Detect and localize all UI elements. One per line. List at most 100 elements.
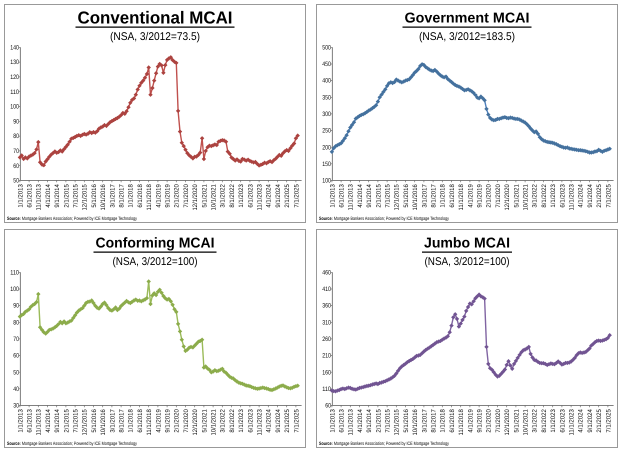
svg-text:2/1/2020: 2/1/2020 bbox=[485, 183, 492, 207]
svg-text:210: 210 bbox=[322, 353, 331, 360]
svg-text:7/1/2025: 7/1/2025 bbox=[605, 409, 612, 433]
svg-text:8/1/2022: 8/1/2022 bbox=[229, 409, 236, 433]
svg-text:12/1/2020: 12/1/2020 bbox=[192, 409, 199, 436]
svg-text:10/1/2016: 10/1/2016 bbox=[100, 409, 107, 436]
svg-text:30: 30 bbox=[13, 403, 19, 410]
svg-text:4/1/2014: 4/1/2014 bbox=[356, 409, 363, 433]
svg-text:8/1/2017: 8/1/2017 bbox=[119, 409, 126, 433]
svg-text:Source: Mortgage Bankers Assoc: Source: Mortgage Bankers Association; Po… bbox=[7, 215, 137, 221]
svg-text:9/1/2024: 9/1/2024 bbox=[275, 183, 282, 207]
svg-text:8/1/2017: 8/1/2017 bbox=[430, 183, 437, 207]
svg-text:(NSA, 3/2012=100): (NSA, 3/2012=100) bbox=[113, 256, 198, 268]
svg-text:1/1/2013: 1/1/2013 bbox=[329, 409, 336, 433]
svg-text:8/1/2017: 8/1/2017 bbox=[430, 409, 437, 433]
svg-text:9/1/2014: 9/1/2014 bbox=[366, 409, 373, 433]
svg-text:7/1/2025: 7/1/2025 bbox=[605, 183, 612, 207]
svg-text:4/1/2014: 4/1/2014 bbox=[45, 409, 52, 433]
svg-text:4/1/2024: 4/1/2024 bbox=[577, 183, 584, 207]
svg-text:110: 110 bbox=[322, 386, 331, 393]
svg-text:1/1/2018: 1/1/2018 bbox=[439, 183, 446, 207]
svg-text:500: 500 bbox=[322, 44, 331, 51]
svg-text:130: 130 bbox=[10, 59, 19, 66]
svg-text:8/1/2017: 8/1/2017 bbox=[119, 183, 126, 207]
svg-text:10/1/2016: 10/1/2016 bbox=[100, 183, 107, 210]
svg-text:9/1/2024: 9/1/2024 bbox=[275, 409, 282, 433]
svg-text:(NSA, 3/2012=183.5): (NSA, 3/2012=183.5) bbox=[419, 30, 515, 42]
svg-text:Source: Mortgage Bankers Assoc: Source: Mortgage Bankers Association; Po… bbox=[319, 215, 449, 221]
svg-text:Source: Mortgage Bankers Assoc: Source: Mortgage Bankers Association; Po… bbox=[7, 441, 137, 447]
svg-text:7/1/2015: 7/1/2015 bbox=[384, 409, 391, 433]
svg-text:10/1/2016: 10/1/2016 bbox=[412, 183, 419, 210]
svg-text:70: 70 bbox=[13, 148, 19, 155]
svg-text:11/1/2018: 11/1/2018 bbox=[458, 409, 465, 436]
svg-text:6/1/2018: 6/1/2018 bbox=[137, 409, 144, 433]
svg-text:90: 90 bbox=[13, 118, 19, 125]
svg-text:3/1/2017: 3/1/2017 bbox=[421, 409, 428, 433]
svg-text:6/1/2018: 6/1/2018 bbox=[448, 183, 455, 207]
svg-text:1/1/2018: 1/1/2018 bbox=[439, 409, 446, 433]
svg-text:5/1/2021: 5/1/2021 bbox=[201, 409, 208, 433]
svg-text:3/1/2022: 3/1/2022 bbox=[531, 183, 538, 207]
svg-text:2/1/2025: 2/1/2025 bbox=[284, 183, 291, 207]
svg-text:460: 460 bbox=[322, 269, 331, 276]
svg-text:11/1/2023: 11/1/2023 bbox=[568, 409, 575, 436]
svg-text:6/1/2023: 6/1/2023 bbox=[247, 409, 254, 433]
svg-text:10/1/2021: 10/1/2021 bbox=[211, 409, 218, 436]
svg-text:1/1/2018: 1/1/2018 bbox=[128, 183, 135, 207]
svg-text:5/1/2021: 5/1/2021 bbox=[201, 183, 208, 207]
svg-text:350: 350 bbox=[322, 94, 331, 101]
svg-text:4/1/2014: 4/1/2014 bbox=[45, 183, 52, 207]
svg-text:40: 40 bbox=[13, 386, 19, 393]
svg-text:250: 250 bbox=[322, 127, 331, 134]
svg-text:90: 90 bbox=[13, 303, 19, 310]
svg-text:1/1/2013: 1/1/2013 bbox=[17, 183, 24, 207]
svg-text:4/1/2014: 4/1/2014 bbox=[356, 183, 363, 207]
svg-text:4/1/2024: 4/1/2024 bbox=[266, 183, 273, 207]
svg-text:12/1/2015: 12/1/2015 bbox=[393, 183, 400, 210]
svg-text:11/1/2018: 11/1/2018 bbox=[146, 183, 153, 210]
svg-text:160: 160 bbox=[322, 369, 331, 376]
svg-text:1/1/2018: 1/1/2018 bbox=[128, 409, 135, 433]
svg-text:260: 260 bbox=[322, 336, 331, 343]
svg-text:70: 70 bbox=[13, 336, 19, 343]
svg-text:310: 310 bbox=[322, 319, 331, 326]
svg-text:200: 200 bbox=[322, 144, 331, 151]
svg-text:5/1/2021: 5/1/2021 bbox=[513, 409, 520, 433]
svg-text:3/1/2017: 3/1/2017 bbox=[109, 409, 116, 433]
svg-text:11/1/2023: 11/1/2023 bbox=[257, 183, 264, 210]
svg-text:12/1/2020: 12/1/2020 bbox=[504, 183, 511, 210]
svg-text:9/1/2019: 9/1/2019 bbox=[476, 183, 483, 207]
svg-text:11/1/2023: 11/1/2023 bbox=[568, 183, 575, 210]
svg-text:110: 110 bbox=[10, 88, 19, 95]
svg-text:2/1/2020: 2/1/2020 bbox=[174, 409, 181, 433]
svg-text:12/1/2015: 12/1/2015 bbox=[82, 409, 89, 436]
svg-text:9/1/2019: 9/1/2019 bbox=[476, 409, 483, 433]
svg-text:9/1/2024: 9/1/2024 bbox=[586, 183, 593, 207]
svg-text:60: 60 bbox=[325, 403, 331, 410]
svg-text:60: 60 bbox=[13, 162, 19, 169]
svg-text:9/1/2014: 9/1/2014 bbox=[54, 409, 61, 433]
svg-text:11/1/2013: 11/1/2013 bbox=[347, 183, 354, 210]
svg-text:5/1/2016: 5/1/2016 bbox=[91, 183, 98, 207]
svg-text:11/1/2013: 11/1/2013 bbox=[347, 409, 354, 436]
svg-text:3/1/2017: 3/1/2017 bbox=[109, 183, 116, 207]
svg-text:450: 450 bbox=[322, 61, 331, 68]
svg-text:1/1/2023: 1/1/2023 bbox=[238, 409, 245, 433]
svg-text:3/1/2017: 3/1/2017 bbox=[421, 183, 428, 207]
svg-text:4/1/2024: 4/1/2024 bbox=[266, 409, 273, 433]
svg-text:Conventional MCAI: Conventional MCAI bbox=[78, 7, 233, 27]
svg-text:5/1/2021: 5/1/2021 bbox=[513, 183, 520, 207]
svg-text:(NSA, 3/2012=73.5): (NSA, 3/2012=73.5) bbox=[110, 30, 200, 42]
svg-text:2/1/2025: 2/1/2025 bbox=[596, 183, 603, 207]
svg-text:10/1/2021: 10/1/2021 bbox=[522, 409, 529, 436]
svg-text:11/1/2013: 11/1/2013 bbox=[36, 183, 43, 210]
svg-text:100: 100 bbox=[10, 103, 19, 110]
svg-text:2/1/2015: 2/1/2015 bbox=[375, 409, 382, 433]
svg-text:6/1/2013: 6/1/2013 bbox=[27, 409, 34, 433]
svg-text:120: 120 bbox=[10, 74, 19, 81]
svg-text:6/1/2018: 6/1/2018 bbox=[448, 409, 455, 433]
svg-text:400: 400 bbox=[322, 77, 331, 84]
svg-text:Jumbo MCAI: Jumbo MCAI bbox=[424, 235, 510, 251]
svg-text:50: 50 bbox=[13, 177, 19, 184]
svg-text:3/1/2022: 3/1/2022 bbox=[220, 409, 227, 433]
